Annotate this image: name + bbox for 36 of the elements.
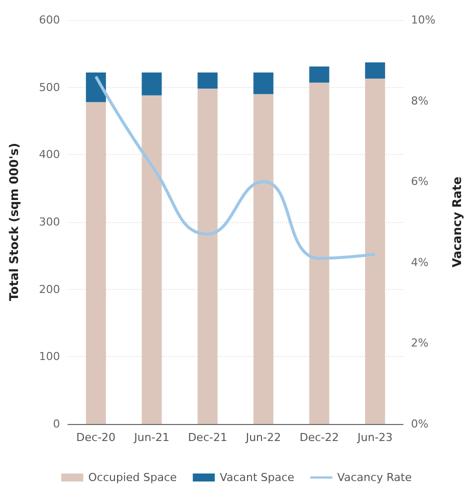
bar (309, 66, 330, 83)
x-tick-label: Dec-21 (188, 431, 228, 444)
y-tick-label: 600 (39, 14, 60, 26)
x-tick-label: Dec-20 (76, 431, 116, 444)
line-series (94, 75, 377, 260)
y-tick-label: 500 (39, 80, 60, 94)
y2-tick-label: 0% (411, 418, 428, 430)
y2-tick-label: 6% (411, 175, 428, 188)
y-tick-label: 0 (53, 418, 60, 430)
bar (86, 102, 106, 424)
y2-axis-title: Vacancy Rate (450, 176, 464, 268)
y-tick-label: 100 (39, 350, 60, 364)
y2-tick-label: 4% (411, 256, 428, 269)
x-tick-label: Dec-22 (300, 431, 339, 444)
bar (142, 95, 162, 424)
x-tick-label: Jun-21 (133, 431, 170, 444)
bar (142, 72, 162, 96)
x-tick-label: Jun-22 (244, 431, 281, 444)
bar (309, 82, 330, 424)
legend-label: Vacant Space (220, 471, 295, 484)
bar (198, 72, 218, 89)
legend-label: Occupied Space (88, 471, 178, 484)
y2-tick-label: 10% (411, 14, 436, 26)
bar (253, 72, 274, 94)
legend-label: Vacancy Rate (337, 471, 412, 484)
x-tick-label: Jun-23 (356, 431, 393, 444)
y-tick-label: 300 (39, 216, 60, 228)
y2-tick-label: 8% (411, 94, 428, 108)
bar (365, 62, 386, 79)
y-tick-label: 200 (39, 282, 60, 296)
y-tick-label: 400 (39, 148, 60, 162)
bar (253, 94, 274, 424)
bar (198, 88, 218, 424)
y2-tick-label: 2% (411, 336, 428, 350)
bar (365, 78, 386, 424)
y-axis-title: Total Stock (sqm 000's) (7, 142, 21, 302)
